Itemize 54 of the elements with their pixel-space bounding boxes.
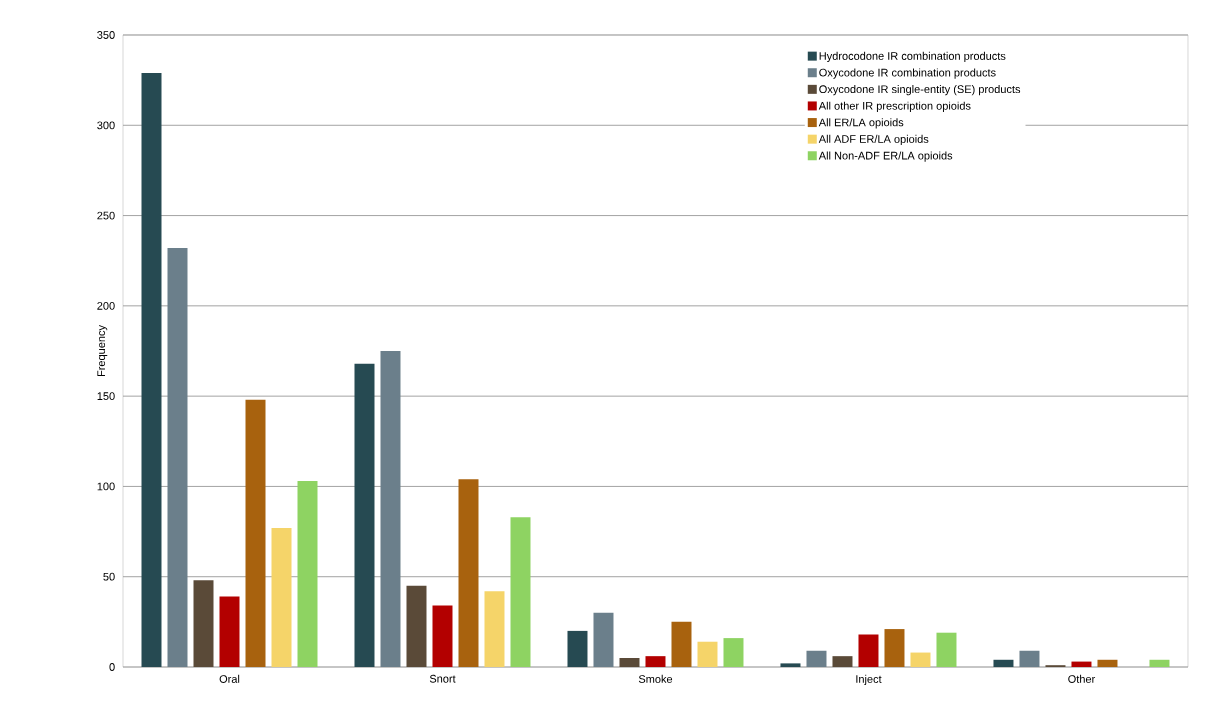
bar: [1019, 650, 1040, 667]
bar: [697, 641, 718, 667]
legend-label: Oxycodone IR combination products: [819, 68, 996, 79]
bar: [645, 656, 666, 667]
y-tick-label: 300: [97, 121, 115, 130]
bar: [1149, 659, 1170, 667]
bar: [245, 399, 266, 667]
y-tick-label: 50: [103, 572, 115, 581]
bar: [910, 652, 931, 667]
bar: [167, 248, 188, 667]
y-tick-label: 350: [97, 31, 115, 39]
bar: [884, 629, 905, 667]
bar: [832, 656, 853, 667]
legend-label: All other IR prescription opioids: [818, 101, 971, 112]
bar: [993, 659, 1014, 667]
bar: [780, 663, 801, 667]
legend-label: All ADF ER/LA opioids: [818, 134, 929, 146]
bar: [354, 363, 375, 667]
bar: [219, 596, 240, 667]
y-tick-label: 0: [109, 663, 115, 671]
bar: [510, 517, 531, 667]
bar: [858, 634, 879, 667]
bar: [619, 657, 640, 667]
legend-label: All Non-ADF ER/LA opioids: [818, 151, 953, 162]
bar: [380, 351, 401, 667]
legend-label: All ER/LA opioids: [818, 118, 904, 129]
y-tick-label: 150: [97, 392, 115, 401]
bar: [271, 527, 292, 667]
bar: [406, 585, 427, 667]
legend-label: Oxycodone IR single-entity (SE) products: [819, 85, 1021, 96]
bar: [432, 605, 453, 667]
bar: [567, 630, 588, 667]
bar: [671, 621, 692, 667]
bar: [458, 479, 479, 667]
bar: [723, 638, 744, 667]
bar: [193, 580, 214, 667]
bar: [936, 632, 957, 667]
x-tick-label: Other: [1068, 674, 1096, 683]
y-tick-label: 200: [97, 301, 115, 310]
x-tick-label: Inject: [856, 674, 882, 686]
bar: [484, 591, 505, 667]
x-tick-label: Snort: [429, 674, 456, 683]
x-tick-label: Oral: [219, 674, 240, 683]
bar: [806, 650, 827, 667]
bar: [1097, 659, 1118, 667]
bar: [593, 612, 614, 667]
legend-label: Hydrocodone IR combination products: [819, 51, 1006, 63]
bar: [1071, 661, 1092, 667]
x-tick-label: Smoke: [638, 674, 673, 683]
y-tick-label: 100: [97, 482, 115, 491]
y-tick-label: 250: [97, 211, 115, 220]
y-axis-title: Frequency: [97, 325, 108, 377]
bar: [141, 72, 162, 667]
bar: [297, 481, 318, 667]
